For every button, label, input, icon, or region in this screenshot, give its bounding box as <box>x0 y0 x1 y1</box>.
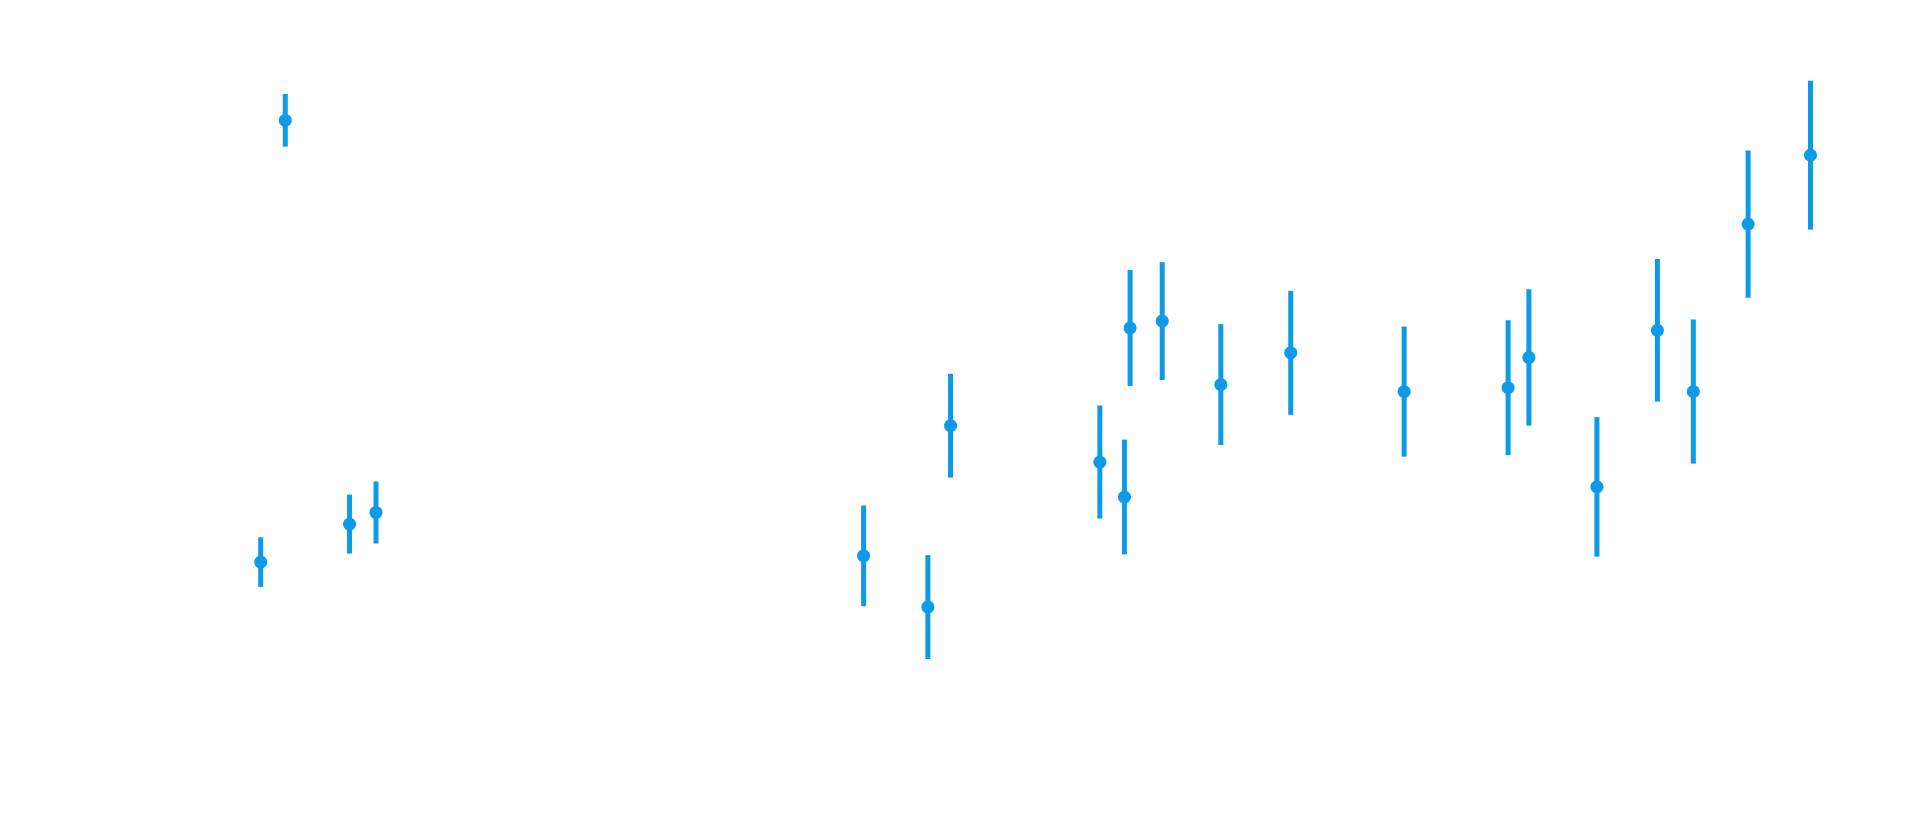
data-point-11 <box>1155 314 1169 328</box>
data-point-10 <box>1123 321 1137 335</box>
data-point-8 <box>1093 455 1107 469</box>
data-point-4 <box>369 505 383 519</box>
data-point-9 <box>1117 490 1131 504</box>
data-point-17 <box>1590 480 1604 494</box>
data-point-5 <box>857 549 871 563</box>
data-point-20 <box>1741 217 1755 231</box>
error-bar-layer <box>258 80 1813 659</box>
data-point-12 <box>1214 378 1228 392</box>
data-point-21 <box>1804 148 1817 162</box>
data-point-3 <box>343 517 357 531</box>
data-point-13 <box>1284 346 1298 360</box>
marker-layer <box>254 113 1817 614</box>
data-point-6 <box>921 600 935 614</box>
data-point-16 <box>1522 350 1536 364</box>
data-point-14 <box>1397 385 1411 399</box>
data-point-2 <box>278 113 292 127</box>
data-point-15 <box>1501 381 1515 395</box>
data-point-18 <box>1650 323 1664 337</box>
data-point-7 <box>944 419 958 433</box>
data-point-1 <box>254 555 268 569</box>
data-point-19 <box>1686 385 1700 399</box>
